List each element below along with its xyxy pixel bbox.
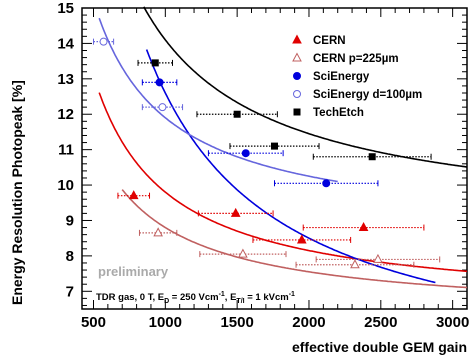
data-point — [155, 78, 164, 87]
data-point — [350, 259, 360, 269]
conditions-mid3: = 1 kVcm — [245, 292, 289, 303]
preliminary-annotation: preliminary — [98, 264, 169, 279]
y-tick-label: 7 — [66, 283, 74, 300]
fit-curve — [143, 6, 468, 168]
conditions-sub-d: D — [164, 298, 169, 305]
legend-label: CERN p=225µm — [313, 53, 399, 65]
y-tick-label: 15 — [57, 0, 74, 17]
data-point — [153, 227, 163, 237]
data-point — [99, 37, 108, 46]
conditions-sup-1: -1 — [219, 291, 225, 298]
y-tick-label: 13 — [57, 71, 74, 88]
conditions-sub-ti: T/I — [236, 298, 244, 305]
data-points — [92, 37, 441, 269]
conditions-sup-2: -1 — [289, 291, 295, 298]
y-tick-label: 8 — [66, 248, 74, 265]
x-axis-label: effective double GEM gain — [292, 339, 467, 355]
axis-ticks: 500 1000 1500 2000 2500 3000 7 8 9 10 11 12 13 14 15 — [57, 0, 469, 331]
fit-curve — [121, 189, 468, 289]
x-tick-label: 1500 — [220, 314, 253, 331]
data-point — [230, 207, 241, 217]
data-point — [368, 153, 376, 161]
x-tick-label: 2500 — [364, 314, 397, 331]
conditions-prefix: TDR gas, 0 T, E — [96, 292, 164, 303]
legend-marker — [293, 72, 301, 80]
y-tick-label: 9 — [66, 212, 74, 229]
data-point — [358, 221, 369, 232]
legend-marker — [292, 34, 302, 44]
conditions-mid: = 250 Vcm — [169, 292, 218, 303]
legend-marker — [293, 90, 301, 98]
y-tick-label: 12 — [57, 106, 74, 123]
x-tick-label: 1000 — [149, 314, 182, 331]
legend-label: SciEnergy d=100µm — [313, 89, 422, 101]
data-point — [158, 103, 167, 112]
y-tick-label: 10 — [57, 177, 74, 194]
plot-frame — [81, 7, 468, 310]
legend-marker — [292, 52, 302, 62]
y-axis-label: Energy Resolution Photopeak [%] — [9, 80, 25, 305]
data-point — [241, 149, 250, 158]
data-point — [233, 110, 241, 118]
data-point — [238, 248, 248, 258]
legend-label: CERN — [313, 35, 346, 47]
x-tick-label: 2000 — [292, 314, 325, 331]
data-point — [296, 234, 307, 244]
conditions-annotation: TDR gas, 0 T, ED = 250 Vcm-1, ET/I = 1 k… — [96, 291, 295, 305]
x-tick-label: 500 — [81, 314, 106, 331]
data-point — [322, 179, 331, 188]
data-point — [373, 253, 383, 263]
x-tick-label: 3000 — [436, 314, 469, 331]
legend: CERN CERN p=225µm SciEnergy SciEnergy d=100… — [292, 34, 422, 119]
fit-curve — [145, 49, 436, 284]
data-point — [151, 59, 159, 67]
legend-label: SciEnergy — [313, 71, 370, 83]
fit-curve — [98, 92, 468, 273]
fit-curve — [98, 17, 338, 183]
data-point — [271, 142, 278, 150]
data-point — [128, 190, 139, 200]
y-tick-label: 11 — [58, 142, 74, 159]
legend-marker — [293, 108, 301, 116]
y-tick-label: 14 — [57, 35, 74, 52]
legend-label: TechEtch — [313, 107, 364, 119]
conditions-mid2: , E — [225, 292, 237, 303]
fit-curves — [98, 6, 468, 289]
